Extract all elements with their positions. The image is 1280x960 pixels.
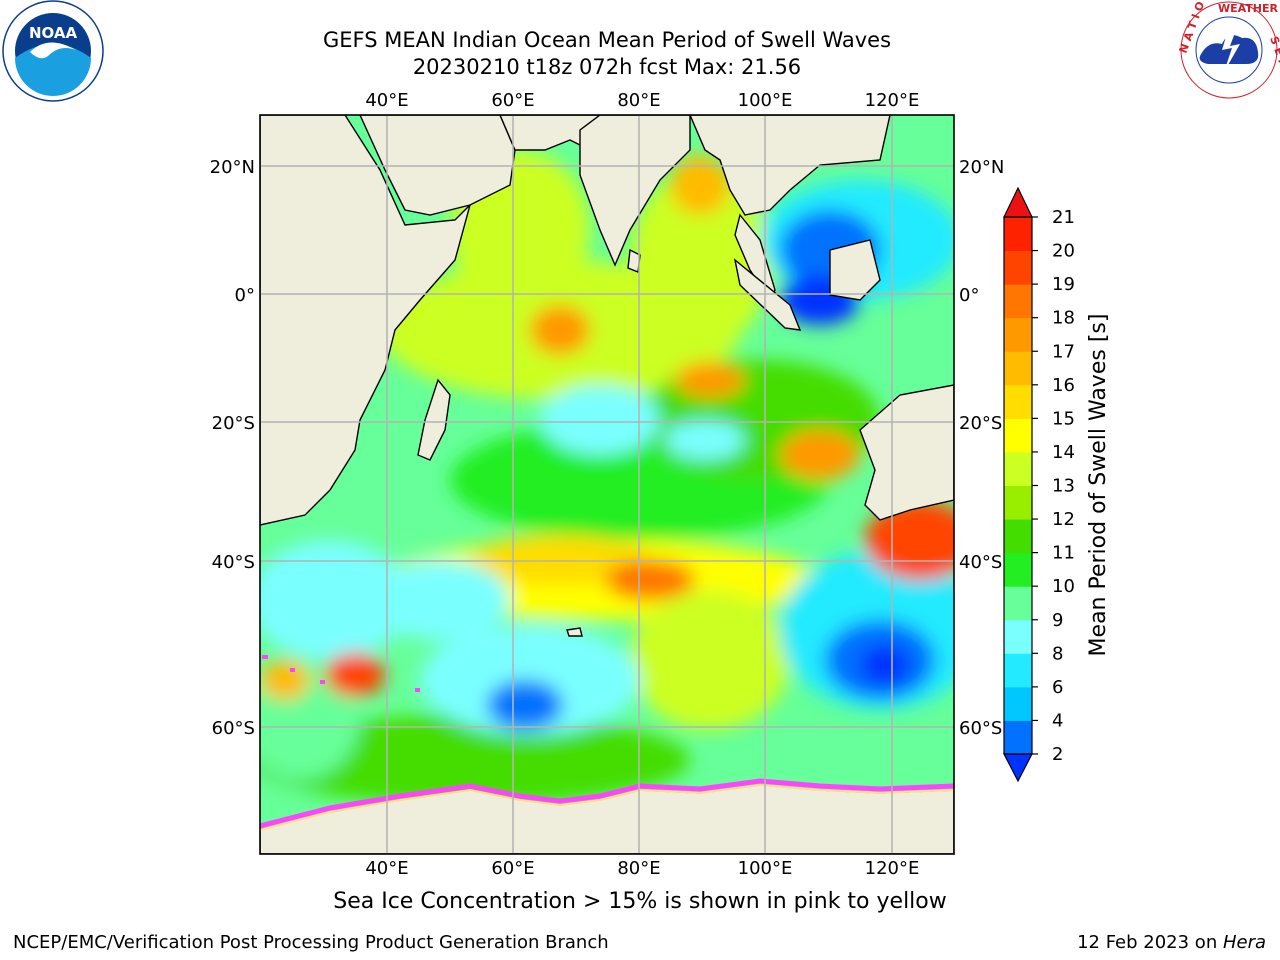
colorbar-label: Mean Period of Swell Waves [s] [1086, 314, 1111, 657]
colorbar-segment [1004, 686, 1032, 721]
noaa-logo-text: NOAA [29, 24, 78, 42]
colorbar-segment [1004, 217, 1032, 252]
colorbar-segment [1004, 250, 1032, 285]
chart-title: GEFS MEAN Indian Ocean Mean Period of Sw… [322, 28, 892, 52]
lat-label-right-0: 0° [959, 285, 979, 306]
colorbar-tick-label: 9 [1052, 610, 1063, 631]
swell-period-field [260, 150, 954, 805]
colorbar: 2 4 6 8 9 10 11 12 13 14 15 16 17 18 19 20 21 [1003, 186, 1075, 783]
colorbar-segment [1004, 451, 1032, 486]
colorbar-segment [1004, 384, 1032, 419]
noaa-logo: NOAA [2, 0, 104, 102]
colorbar-tick-label: 10 [1052, 576, 1075, 597]
map-frame [259, 114, 955, 855]
colorbar-tick-label: 4 [1052, 710, 1063, 731]
colorbar-tick-label: 2 [1052, 744, 1063, 765]
lat-labels-right: 20°N 0° 20°S 40°S 60°S [959, 157, 1004, 739]
colorbar-tick-label: 14 [1052, 442, 1075, 463]
lat-label-left-60S: 60°S [212, 718, 255, 739]
nws-logo: N A T I O N A L WEATHER S E R V I C E [1178, 0, 1280, 100]
lon-labels-top: 40°E 60°E 80°E 100°E 120°E [365, 90, 919, 111]
lon-label-top-60E: 60°E [491, 90, 534, 111]
lat-label-right-20S: 20°S [959, 413, 1002, 434]
colorbar-tick-label: 20 [1052, 241, 1075, 262]
colorbar-tick-label: 16 [1052, 375, 1075, 396]
lon-label-top-100E: 100°E [738, 90, 793, 111]
lon-label-top-80E: 80°E [617, 90, 660, 111]
colorbar-segment [1004, 418, 1032, 453]
lat-label-left-20S: 20°S [212, 413, 255, 434]
lat-label-left-0: 0° [235, 285, 255, 306]
lat-labels-left: 20°N 0° 20°S 40°S 60°S [210, 157, 255, 739]
sea-ice-note: Sea Ice Concentration > 15% is shown in … [333, 889, 947, 914]
colorbar-tick-label: 11 [1052, 543, 1075, 564]
colorbar-tick-label: 8 [1052, 643, 1063, 664]
colorbar-segment [1004, 284, 1032, 319]
colorbar-extend-max [1003, 186, 1033, 218]
lon-label-bottom-120E: 120°E [865, 858, 920, 879]
colorbar-tick-label: 18 [1052, 308, 1075, 329]
lon-labels-bottom: 40°E 60°E 80°E 100°E 120°E [365, 858, 919, 879]
lon-label-bottom-100E: 100°E [738, 858, 793, 879]
footer-date: 12 Feb 2023 on Hera [1077, 932, 1266, 953]
lat-label-right-20N: 20°N [959, 157, 1004, 178]
colorbar-segment [1004, 653, 1032, 688]
colorbar-segment [1004, 351, 1032, 386]
lon-label-top-120E: 120°E [865, 90, 920, 111]
colorbar-segment [1004, 619, 1032, 654]
colorbar-segment [1004, 519, 1032, 554]
colorbar-segment [1004, 586, 1032, 621]
colorbar-segment [1004, 720, 1032, 755]
colorbar-tick-label: 12 [1052, 509, 1075, 530]
footer-host: Hera [1222, 932, 1266, 953]
lat-label-left-20N: 20°N [210, 157, 255, 178]
graticule [260, 115, 954, 854]
lon-label-top-40E: 40°E [365, 90, 408, 111]
svg-text:WEATHER: WEATHER [1218, 2, 1279, 15]
colorbar-segment [1004, 485, 1032, 520]
colorbar-segment [1004, 317, 1032, 352]
sea-ice-edge [260, 655, 954, 831]
colorbar-tick-label: 6 [1052, 677, 1063, 698]
colorbar-tick-label: 15 [1052, 408, 1075, 429]
lon-label-bottom-40E: 40°E [365, 858, 408, 879]
colorbar-tick-label: 19 [1052, 274, 1075, 295]
lon-label-bottom-60E: 60°E [491, 858, 534, 879]
footer-date-text: 12 Feb 2023 on [1077, 932, 1223, 953]
lat-label-left-40S: 40°S [212, 552, 255, 573]
colorbar-tick-label: 13 [1052, 476, 1075, 497]
chart-subtitle: 20230210 t18z 072h fcst Max: 21.56 [412, 55, 802, 79]
footer-credit: NCEP/EMC/Verification Post Processing Pr… [13, 932, 609, 953]
map-area [260, 115, 954, 854]
lon-label-bottom-80E: 80°E [617, 858, 660, 879]
colorbar-segment [1004, 552, 1032, 587]
colorbar-tick-label: 17 [1052, 341, 1075, 362]
lat-label-right-60S: 60°S [959, 718, 1002, 739]
lat-label-right-40S: 40°S [959, 552, 1002, 573]
colorbar-extend-min [1003, 753, 1033, 783]
colorbar-tick-label: 21 [1052, 207, 1075, 228]
